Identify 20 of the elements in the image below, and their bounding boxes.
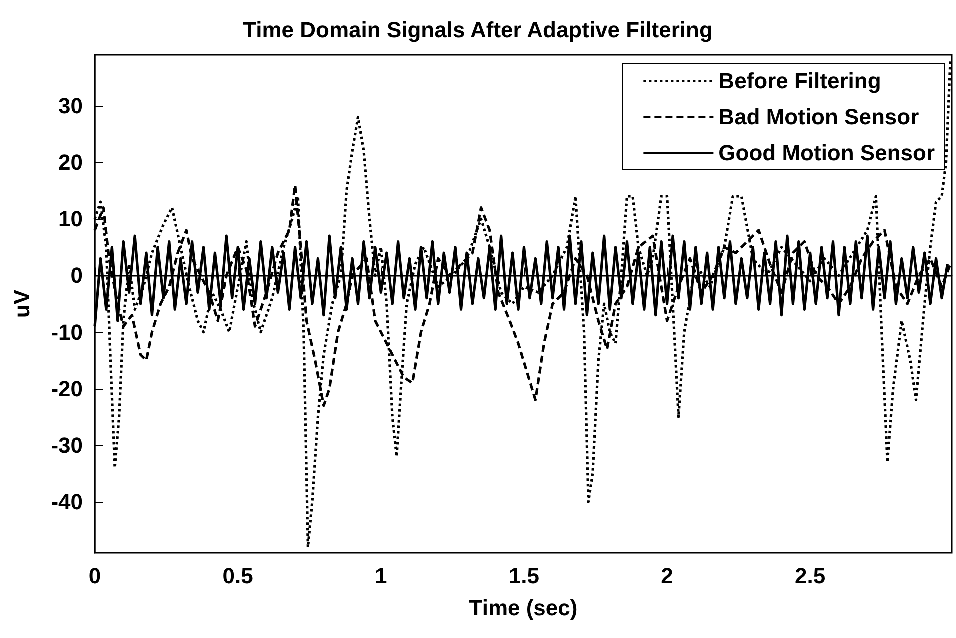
x-tick-label: 2.5 bbox=[795, 564, 826, 588]
y-tick-label: -30 bbox=[51, 432, 83, 458]
x-axis-title: Time (sec) bbox=[469, 596, 578, 620]
legend-label: Good Motion Sensor bbox=[718, 140, 936, 166]
x-tick-label: 1 bbox=[375, 564, 388, 588]
legend-label: Bad Motion Sensor bbox=[718, 104, 920, 130]
y-tick-label: 30 bbox=[58, 93, 83, 118]
x-tick-label: 0 bbox=[88, 564, 102, 588]
y-axis-title: uV bbox=[10, 290, 34, 318]
chart-title: Time Domain Signals After Adaptive Filtering bbox=[243, 18, 713, 42]
y-tick-label: 0 bbox=[70, 263, 83, 288]
x-tick-label: 2 bbox=[661, 564, 674, 588]
legend-label: Before Filtering bbox=[718, 68, 882, 94]
y-tick-label: -10 bbox=[51, 320, 83, 345]
y-tick-label: -20 bbox=[51, 376, 83, 402]
y-tick-label: 10 bbox=[58, 206, 83, 232]
y-tick-label: -40 bbox=[51, 490, 83, 515]
x-tick-label: 0.5 bbox=[222, 564, 254, 588]
y-tick-label: 20 bbox=[58, 150, 83, 176]
x-tick-label: 1.5 bbox=[508, 564, 540, 588]
